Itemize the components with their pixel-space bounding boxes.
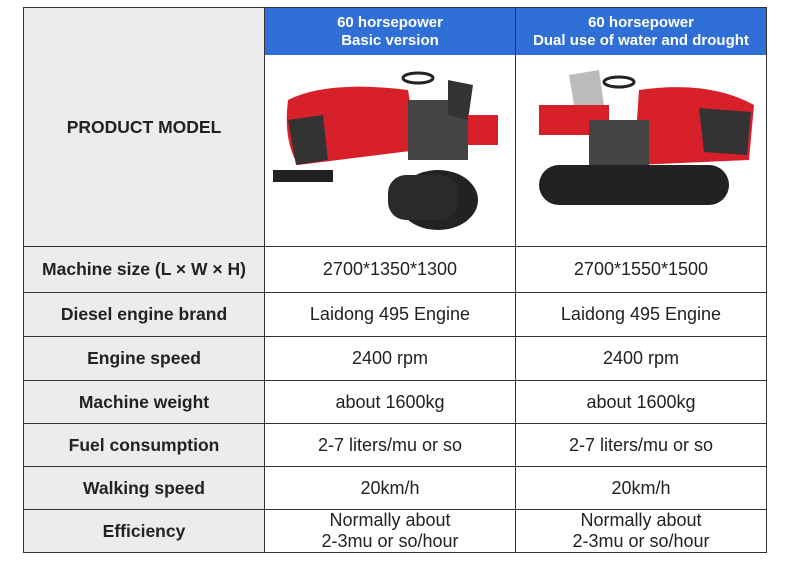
column-header: 60 horsepower Dual use of water and droug… (516, 8, 767, 55)
cell-text: Diesel engine brand (60, 304, 228, 324)
cell-text: Engine speed (87, 348, 201, 368)
cell-text: 60 horsepower (337, 13, 443, 31)
value-cell: Normally about 2-3mu or so/hour (516, 510, 767, 553)
value-cell: Laidong 495 Engine (516, 293, 767, 337)
cell-text: 2400 rpm (351, 348, 429, 368)
cell-text: 2-3mu or so/hour (321, 531, 459, 551)
value-cell: 2-7 liters/mu or so (265, 424, 516, 467)
cell-text: Normally about (580, 510, 702, 530)
row-label: Diesel engine brand (24, 293, 265, 337)
value-cell: 2-7 liters/mu or so (516, 424, 767, 467)
cell-text: Walking speed (83, 477, 205, 498)
row-label: Fuel consumption (24, 424, 265, 467)
value-cell: 20km/h (516, 467, 767, 510)
value-cell: 2400 rpm (516, 337, 767, 381)
corner-cell: PRODUCT MODEL (24, 8, 265, 247)
cell-text: 20km/h (360, 477, 420, 498)
column-header: 60 horsepower Basic version (265, 8, 516, 55)
cell-text: Laidong 495 Engine (560, 304, 722, 324)
cell-text: 2-7 liters/mu or so (568, 434, 714, 455)
cell-text: 2400 rpm (602, 348, 680, 368)
tractor-image (539, 70, 754, 205)
cell-text: 60 horsepower (588, 13, 694, 31)
value-cell: about 1600kg (516, 381, 767, 424)
value-cell: 20km/h (265, 467, 516, 510)
cell-text: about 1600kg (586, 391, 696, 412)
cell-text: Machine weight (78, 391, 210, 412)
cell-text: Efficiency (102, 520, 186, 541)
value-cell: about 1600kg (265, 381, 516, 424)
cell-text: Normally about (329, 510, 451, 530)
cell-text: 20km/h (611, 477, 671, 498)
cell-text: Dual use of water and drought (533, 31, 749, 49)
value-cell: 2400 rpm (265, 337, 516, 381)
cell-text: PRODUCT MODEL (66, 116, 222, 137)
value-cell: 2700*1350*1300 (265, 247, 516, 293)
cell-text: Machine size (L × W × H) (42, 259, 246, 279)
value-cell: Normally about 2-3mu or so/hour (265, 510, 516, 553)
value-cell: 2700*1550*1500 (516, 247, 767, 293)
tractor-image (273, 71, 498, 230)
cell-text: 2-3mu or so/hour (572, 531, 710, 551)
cell-text: 2700*1550*1500 (573, 259, 709, 279)
row-label: Walking speed (24, 467, 265, 510)
row-label: Machine weight (24, 381, 265, 424)
cell-text: Laidong 495 Engine (309, 304, 471, 324)
row-label: Machine size (L × W × H) (24, 247, 265, 293)
cell-text: about 1600kg (335, 391, 445, 412)
cell-text: Fuel consumption (68, 434, 220, 455)
value-cell: Laidong 495 Engine (265, 293, 516, 337)
row-label: Engine speed (24, 337, 265, 381)
cell-text: Basic version (341, 31, 439, 49)
cell-text: 2700*1350*1300 (322, 259, 458, 279)
row-label: Efficiency (24, 510, 265, 553)
cell-text: 2-7 liters/mu or so (317, 434, 463, 455)
